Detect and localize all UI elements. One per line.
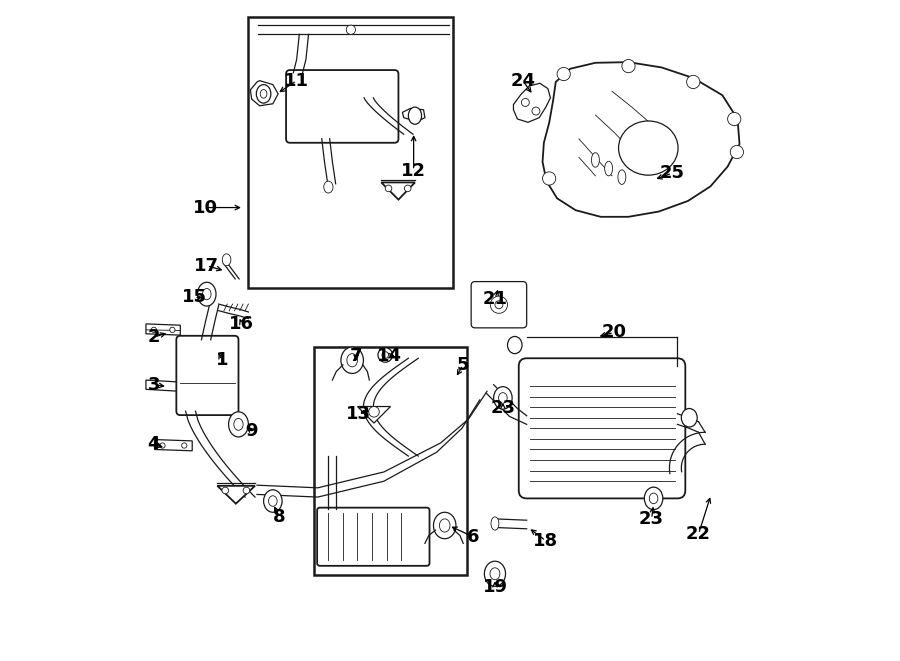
Ellipse shape [490,568,500,580]
Text: 14: 14 [377,346,401,365]
Text: 8: 8 [273,508,286,526]
Ellipse shape [346,354,357,367]
Ellipse shape [644,487,662,510]
FancyBboxPatch shape [518,358,685,498]
Text: 19: 19 [482,578,508,596]
Circle shape [543,172,556,185]
FancyBboxPatch shape [176,336,238,415]
Circle shape [151,327,157,332]
Text: 1: 1 [216,351,229,369]
Polygon shape [357,407,391,423]
Text: 11: 11 [284,71,309,90]
Ellipse shape [681,408,698,427]
Polygon shape [543,62,740,217]
Text: 25: 25 [660,164,685,182]
Text: 4: 4 [148,435,160,453]
Text: 13: 13 [346,405,372,424]
Ellipse shape [378,348,392,362]
Ellipse shape [605,161,613,176]
Ellipse shape [434,512,456,539]
Circle shape [170,327,175,332]
Circle shape [222,487,229,494]
Polygon shape [146,380,180,391]
Bar [314,347,466,575]
Text: 7: 7 [350,346,363,365]
Circle shape [730,145,743,159]
Ellipse shape [256,85,271,103]
Circle shape [385,185,392,192]
Text: 3: 3 [148,375,160,394]
Ellipse shape [234,418,243,430]
FancyBboxPatch shape [317,508,429,566]
Ellipse shape [521,98,529,106]
Circle shape [243,487,249,494]
Ellipse shape [222,254,231,266]
Bar [248,17,454,288]
Ellipse shape [260,89,267,98]
Text: 12: 12 [401,161,426,180]
Ellipse shape [439,519,450,532]
Ellipse shape [264,490,282,512]
Text: 15: 15 [182,288,207,307]
Circle shape [369,407,379,417]
Ellipse shape [197,282,216,306]
Polygon shape [146,324,180,335]
Ellipse shape [491,517,499,530]
Circle shape [557,67,571,81]
Text: 23: 23 [639,510,664,528]
Ellipse shape [508,336,522,354]
Polygon shape [250,81,278,106]
Ellipse shape [484,561,506,586]
Text: 16: 16 [230,315,255,333]
Ellipse shape [382,352,389,358]
Text: 2: 2 [148,328,160,346]
Text: 24: 24 [510,71,536,90]
Polygon shape [402,108,425,122]
Text: 22: 22 [686,525,711,543]
Ellipse shape [409,107,421,124]
Circle shape [160,443,165,448]
Text: 10: 10 [193,198,218,217]
Ellipse shape [491,296,508,313]
Text: 9: 9 [246,422,258,440]
Text: 20: 20 [601,323,626,342]
Ellipse shape [324,181,333,193]
Ellipse shape [618,121,678,175]
Circle shape [182,443,187,448]
Ellipse shape [649,493,658,504]
Ellipse shape [532,107,540,115]
Polygon shape [514,83,551,122]
Text: 21: 21 [482,290,508,308]
FancyBboxPatch shape [286,70,399,143]
Circle shape [622,59,635,73]
Polygon shape [155,440,193,451]
Ellipse shape [495,301,503,309]
Ellipse shape [591,153,599,167]
Ellipse shape [618,170,626,184]
Ellipse shape [202,288,211,299]
Ellipse shape [341,347,364,373]
Circle shape [727,112,741,126]
Ellipse shape [268,496,277,506]
Text: 23: 23 [491,399,516,418]
Text: 6: 6 [467,527,480,546]
Ellipse shape [229,412,248,437]
Text: 17: 17 [194,256,220,275]
Text: 5: 5 [457,356,470,374]
FancyBboxPatch shape [472,282,526,328]
Circle shape [404,185,411,192]
Ellipse shape [493,387,512,409]
Circle shape [346,25,356,34]
Ellipse shape [499,393,508,403]
Polygon shape [382,182,415,200]
Text: 18: 18 [534,531,558,550]
Polygon shape [217,486,255,504]
Circle shape [687,75,700,89]
